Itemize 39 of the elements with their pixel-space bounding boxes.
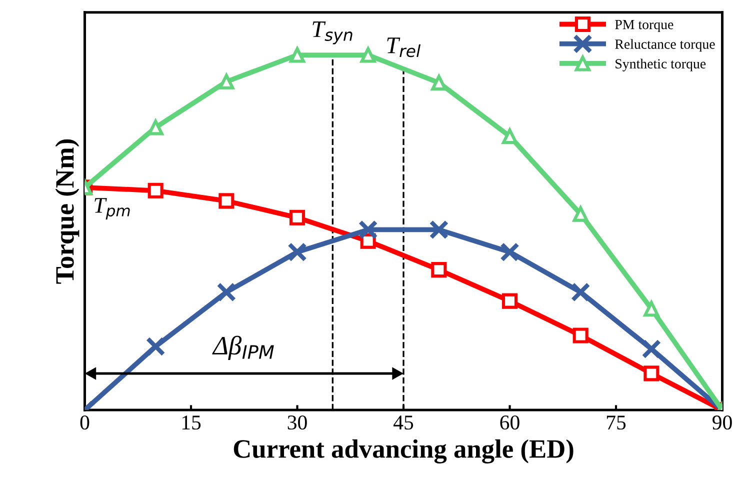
point <box>148 120 164 136</box>
point <box>218 193 234 209</box>
point <box>431 74 447 90</box>
point <box>502 128 518 144</box>
point <box>642 339 662 359</box>
x-tick-label: 15 <box>182 416 201 430</box>
point <box>572 328 588 344</box>
point <box>148 182 164 198</box>
point <box>360 47 376 63</box>
x-tick-label: 30 <box>288 415 307 430</box>
point <box>644 366 660 382</box>
y-axis-title: Torque (Nm) <box>55 139 80 284</box>
ref-line-label: T$_{syn}$ <box>312 21 352 44</box>
point <box>500 242 520 262</box>
point <box>216 282 236 302</box>
x-axis-title: Current advancing angle (ED) <box>234 439 574 464</box>
point <box>289 210 306 226</box>
point <box>431 262 447 278</box>
point <box>502 293 518 309</box>
x-tick-label: 90 <box>712 415 732 430</box>
point <box>146 336 166 356</box>
x-tick-label: 45 <box>394 416 414 430</box>
legend-label: Reluctance torque <box>615 39 715 52</box>
legend-label: Synthetic torque <box>616 58 706 72</box>
annotation: T$_{pm}$ <box>94 198 130 220</box>
point <box>572 206 588 222</box>
point <box>218 74 234 90</box>
point <box>644 301 660 317</box>
legend-label: PM torque <box>615 20 674 32</box>
x-tick-label: 75 <box>606 416 626 430</box>
x-tick-label: 60 <box>500 415 520 430</box>
x-tick-label: 0 <box>80 415 90 430</box>
ref-line-label: T$_{rel}$ <box>387 38 421 58</box>
point <box>429 220 449 240</box>
point <box>288 242 307 262</box>
annotation: Δβ$_{IPM}$ <box>212 336 274 360</box>
point <box>289 47 306 63</box>
point <box>570 282 590 302</box>
point <box>358 220 378 240</box>
